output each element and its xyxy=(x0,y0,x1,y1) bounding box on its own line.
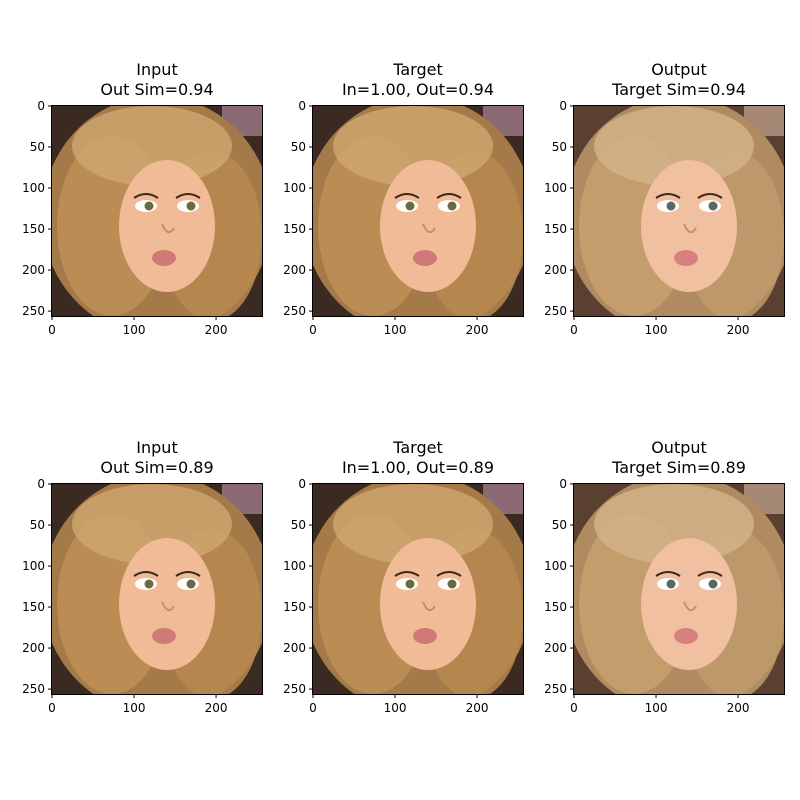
y-tick-label: 200 xyxy=(283,641,306,655)
panel-image xyxy=(573,105,785,317)
x-tick-label: 200 xyxy=(205,701,228,715)
x-tick-label: 200 xyxy=(727,323,750,337)
y-tick-label: 0 xyxy=(559,477,567,491)
portrait-woman-generated-image xyxy=(574,484,784,694)
panel-title-line: Target xyxy=(393,438,443,457)
y-tick-label: 200 xyxy=(22,641,45,655)
y-tick-label: 0 xyxy=(37,99,45,113)
y-tick-label: 0 xyxy=(37,477,45,491)
panel-title: Output Target Sim=0.89 xyxy=(554,438,800,478)
y-tick-label: 150 xyxy=(544,222,567,236)
x-tick-label: 200 xyxy=(466,323,489,337)
panel-image xyxy=(51,105,263,317)
portrait-woman-image xyxy=(313,484,523,694)
panel-title: Target In=1.00, Out=0.94 xyxy=(293,60,543,100)
x-tick-label: 0 xyxy=(570,323,578,337)
y-tick-label: 250 xyxy=(544,682,567,696)
x-tick-label: 0 xyxy=(309,323,317,337)
x-tick-label: 200 xyxy=(727,701,750,715)
y-tick-label: 100 xyxy=(544,181,567,195)
y-tick-label: 250 xyxy=(22,304,45,318)
x-tick-label: 100 xyxy=(123,323,146,337)
y-tick-label: 100 xyxy=(544,559,567,573)
x-tick-label: 0 xyxy=(48,323,56,337)
panel-title-line: Out Sim=0.94 xyxy=(100,80,214,99)
y-tick-label: 50 xyxy=(552,140,567,154)
panel-title-line: Target xyxy=(393,60,443,79)
panel-title: Target In=1.00, Out=0.89 xyxy=(293,438,543,478)
y-tick-label: 250 xyxy=(283,682,306,696)
y-tick-label: 0 xyxy=(298,99,306,113)
y-tick-label: 200 xyxy=(544,641,567,655)
y-tick-label: 200 xyxy=(283,263,306,277)
y-tick-label: 100 xyxy=(283,559,306,573)
x-tick-label: 200 xyxy=(466,701,489,715)
y-tick-label: 100 xyxy=(22,559,45,573)
y-tick-label: 150 xyxy=(283,222,306,236)
panel-image xyxy=(573,483,785,695)
y-tick-label: 200 xyxy=(544,263,567,277)
y-tick-label: 100 xyxy=(22,181,45,195)
panel-title: Output Target Sim=0.94 xyxy=(554,60,800,100)
y-tick-label: 150 xyxy=(22,222,45,236)
y-tick-label: 0 xyxy=(559,99,567,113)
panel-image xyxy=(312,483,524,695)
panel-image xyxy=(51,483,263,695)
y-tick-label: 50 xyxy=(291,140,306,154)
y-tick-label: 150 xyxy=(283,600,306,614)
portrait-toddler-image xyxy=(313,106,523,316)
y-tick-label: 250 xyxy=(283,304,306,318)
panel-title-line: Input xyxy=(136,60,178,79)
x-tick-label: 200 xyxy=(205,323,228,337)
panel-title-line: Out Sim=0.89 xyxy=(100,458,214,477)
x-tick-label: 100 xyxy=(645,323,668,337)
x-tick-label: 0 xyxy=(48,701,56,715)
y-tick-label: 100 xyxy=(283,181,306,195)
panel-title-line: In=1.00, Out=0.94 xyxy=(341,80,495,99)
x-tick-label: 100 xyxy=(645,701,668,715)
x-tick-label: 0 xyxy=(570,701,578,715)
y-tick-label: 50 xyxy=(30,518,45,532)
y-tick-label: 50 xyxy=(552,518,567,532)
panel-title-line: Output xyxy=(651,60,707,79)
panel-title-line: Input xyxy=(136,438,178,457)
x-tick-label: 100 xyxy=(384,701,407,715)
panel-title-line: Target Sim=0.89 xyxy=(612,458,746,477)
portrait-woman-image xyxy=(52,484,262,694)
panel-title-line: In=1.00, Out=0.89 xyxy=(341,458,495,477)
panel-image xyxy=(312,105,524,317)
x-tick-label: 100 xyxy=(384,323,407,337)
y-tick-label: 50 xyxy=(291,518,306,532)
panel-title-line: Output xyxy=(651,438,707,457)
y-tick-label: 150 xyxy=(22,600,45,614)
y-tick-label: 150 xyxy=(544,600,567,614)
panel-title: Input Out Sim=0.94 xyxy=(32,60,282,100)
panel-title: Input Out Sim=0.89 xyxy=(32,438,282,478)
panel-title-line: Target Sim=0.94 xyxy=(612,80,746,99)
portrait-toddler-image xyxy=(52,106,262,316)
x-tick-label: 0 xyxy=(309,701,317,715)
x-tick-label: 100 xyxy=(123,701,146,715)
y-tick-label: 200 xyxy=(22,263,45,277)
y-tick-label: 0 xyxy=(298,477,306,491)
y-tick-label: 250 xyxy=(22,682,45,696)
y-tick-label: 50 xyxy=(30,140,45,154)
y-tick-label: 250 xyxy=(544,304,567,318)
portrait-toddler-generated-image xyxy=(574,106,784,316)
